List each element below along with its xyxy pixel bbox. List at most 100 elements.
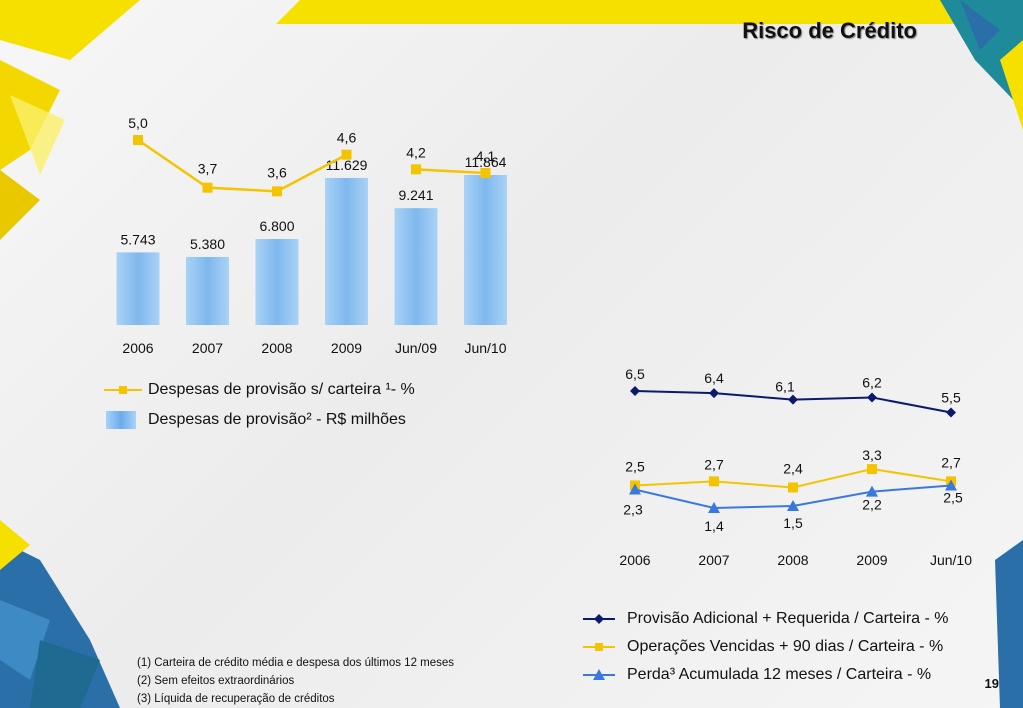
bar-jun-09 (394, 208, 438, 325)
footnote-1: (1) Carteira de crédito média e despesa … (137, 657, 455, 669)
legend-item-provision-ratio: Despesas de provisão s/ carteira ¹- % (104, 375, 415, 405)
provision-ratio-marker (480, 168, 491, 178)
corner-pattern-top-right-3 (1000, 40, 1023, 130)
x-tick-label: 2008 (261, 340, 292, 356)
overdue-value-label: 2,5 (625, 458, 645, 474)
loss-marker (787, 499, 799, 511)
provision-ratio-value-label: 4,2 (406, 144, 426, 160)
provision-total-value-label: 6,2 (862, 374, 882, 390)
legend-item-provision-total: Provisão Adicional + Requerida / Carteir… (583, 605, 949, 633)
corner-pattern-bottom-right (995, 540, 1023, 708)
top-yellow-band (276, 0, 960, 24)
x-tick-label: 2007 (192, 340, 223, 356)
bar-value-label: 6.800 (259, 218, 294, 234)
legend-line-yellow-icon (104, 380, 148, 400)
bar-value-label: 5.380 (190, 236, 225, 252)
loss-marker (866, 485, 878, 497)
provision-ratio-marker (272, 186, 282, 197)
legend-label-loss: Perda³ Acumulada 12 meses / Carteira - % (627, 666, 932, 683)
overdue-value-label: 2,7 (941, 454, 961, 470)
legend-label-provision-ratio: Despesas de provisão s/ carteira ¹- % (148, 381, 415, 398)
legend-blue-triangle-icon (583, 665, 627, 685)
legend-bar-icon (104, 410, 148, 430)
corner-pattern-bottom-left-3 (30, 640, 100, 708)
provision-total-marker (946, 407, 956, 418)
bar-value-label: 11.864 (465, 154, 507, 170)
provision-total-marker (867, 392, 877, 403)
x-tick-label: 2008 (777, 552, 808, 568)
bar-2009 (325, 177, 368, 325)
provision-ratio-marker (133, 135, 143, 145)
provision-total-marker (630, 386, 640, 396)
x-tick-label: Jun/09 (395, 340, 437, 356)
overdue-value-label: 2,4 (783, 461, 803, 477)
loss-value-label: 2,3 (623, 502, 643, 518)
bar-value-label: 9.241 (398, 187, 433, 203)
x-tick-label: 2007 (698, 552, 729, 568)
page-number: 19 (984, 676, 999, 691)
provision-expenses-chart: 5.74320065.38020076.800200811.62920099.2… (116, 115, 507, 356)
footnotes: (1) Carteira de crédito média e despesa … (137, 654, 454, 708)
provision-ratio-marker (341, 149, 352, 160)
legend-navy-diamond-icon (583, 609, 627, 629)
legend-item-overdue: Operações Vencidas + 90 dias / Carteira … (583, 633, 949, 661)
bar-2008 (255, 239, 299, 325)
provision-total-value-label: 6,1 (775, 379, 795, 395)
legend-label-provision-expenses: Despesas de provisão² - R$ milhões (148, 411, 406, 428)
legend-label-overdue: Operações Vencidas + 90 dias / Carteira … (627, 638, 944, 655)
provision-ratio-marker (411, 164, 421, 175)
page-title: Risco de Crédito (742, 18, 917, 43)
provision-ratio-value-label: 4,6 (337, 130, 357, 146)
provision-total-value-label: 6,4 (704, 370, 724, 386)
x-tick-label: Jun/10 (464, 340, 506, 356)
provision-ratio-marker (202, 182, 213, 193)
x-tick-label: Jun/10 (930, 552, 972, 568)
provision-ratio-line-segment-1 (137, 138, 348, 193)
left-chart-legend: Despesas de provisão s/ carteira ¹- % De… (104, 375, 415, 435)
provision-total-value-label: 6,5 (625, 366, 645, 382)
provision-ratio-line-segment-2 (415, 168, 486, 175)
right-chart-legend: Provisão Adicional + Requerida / Carteir… (583, 605, 949, 689)
overdue-marker (788, 482, 798, 493)
bar-jun-10 (464, 175, 507, 325)
corner-pattern-bottom-left-2 (0, 600, 50, 680)
bar-2006 (116, 252, 160, 325)
loss-value-label: 1,4 (704, 518, 724, 534)
loss-value-label: 2,5 (943, 489, 963, 505)
overdue-value-label: 2,7 (704, 456, 724, 472)
corner-pattern-top-left (0, 0, 140, 60)
footnote-3: (3) Líquida de recuperação de créditos (137, 693, 335, 705)
corner-pattern-top-right (940, 0, 1023, 110)
x-tick-label: 2006 (619, 552, 650, 568)
x-tick-label: 2009 (856, 552, 887, 568)
provision-ratio-value-label: 3,7 (198, 161, 218, 177)
credit-risk-ratios-chart: 6,5 6,4 6,1 6,2 5,5 2,5 2,7 2,4 3,3 2,7 2,3 1,4 1,5 2… (619, 366, 972, 568)
corner-pattern-bottom-left-4 (0, 520, 30, 570)
loss-marker (629, 483, 641, 495)
loss-value-label: 1,5 (783, 515, 803, 531)
overdue-marker (709, 476, 719, 487)
loss-marker (708, 502, 720, 513)
provision-ratio-value-label: 5,0 (128, 115, 148, 131)
loss-value-label: 2,2 (862, 497, 882, 513)
x-tick-label: 2009 (331, 340, 362, 356)
provision-total-value-label: 5,5 (941, 390, 961, 406)
provision-total-marker (709, 388, 719, 399)
overdue-marker (867, 464, 877, 475)
bar-value-label: 5.743 (120, 231, 155, 247)
loss-marker (945, 479, 957, 491)
legend-item-loss: Perda³ Acumulada 12 meses / Carteira - % (583, 661, 949, 689)
footnote-2: (2) Sem efeitos extraordinários (137, 675, 295, 687)
corner-pattern-left-3 (10, 95, 65, 175)
provision-ratio-value-label: 3,6 (267, 164, 287, 180)
provision-ratio-value-label: 4,1 (476, 148, 496, 164)
bar-2007 (186, 256, 229, 325)
corner-pattern-top-right-2 (960, 0, 1000, 50)
x-tick-label: 2006 (122, 340, 153, 356)
legend-item-provision-expenses: Despesas de provisão² - R$ milhões (104, 405, 415, 435)
legend-yellow-square-icon (583, 637, 627, 657)
overdue-value-label: 3,3 (862, 447, 882, 463)
legend-label-provision-total: Provisão Adicional + Requerida / Carteir… (627, 610, 949, 627)
